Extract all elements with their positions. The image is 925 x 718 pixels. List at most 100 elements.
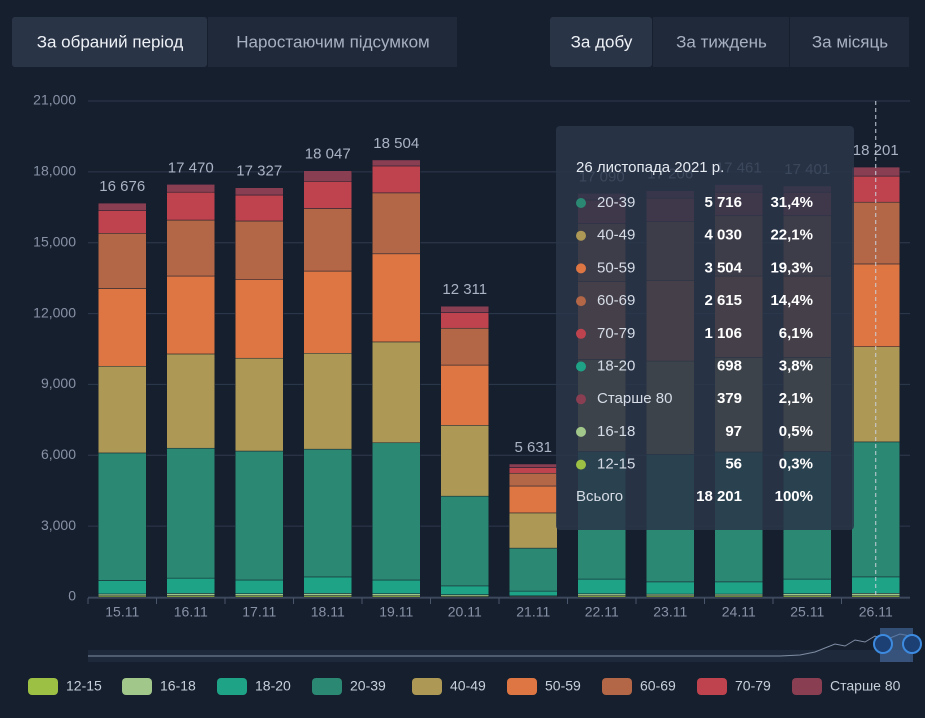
bar-segment	[304, 181, 352, 208]
tooltip-dot	[576, 231, 586, 241]
legend-label[interactable]: 12-15	[66, 678, 102, 694]
x-tick-label: 25.11	[790, 604, 824, 620]
legend-label[interactable]: 40-49	[450, 678, 486, 694]
bar-segment	[509, 468, 557, 474]
bar-segment	[441, 328, 489, 365]
bar-segment	[715, 594, 763, 596]
tooltip-total-value: 18 201	[696, 488, 742, 505]
bar-segment	[167, 276, 215, 354]
x-tick-label: 18.11	[311, 604, 345, 620]
bar-segment	[167, 578, 215, 593]
tooltip-value: 379	[717, 390, 742, 407]
bar-segment	[578, 579, 626, 594]
tab-label: За добу	[571, 32, 633, 51]
x-tick-label: 19.11	[379, 604, 413, 620]
bar-segment	[98, 453, 146, 581]
bar-segment	[509, 513, 557, 548]
tooltip-value: 2 615	[704, 292, 742, 309]
legend-swatch[interactable]	[217, 678, 247, 695]
bar-segment	[98, 580, 146, 593]
tooltip-percent: 0,5%	[779, 423, 813, 440]
legend-swatch[interactable]	[792, 678, 822, 695]
legend-label[interactable]: 60-69	[640, 678, 676, 694]
tooltip-value: 3 504	[704, 259, 742, 276]
tooltip-dot	[576, 460, 586, 470]
bar-segment	[98, 203, 146, 210]
tooltip-dot	[576, 394, 586, 404]
tooltip-total-name: Всього	[576, 488, 623, 505]
x-tick-label: 21.11	[516, 604, 550, 620]
bar-segment	[372, 193, 420, 254]
tooltip-percent: 3,8%	[779, 357, 813, 374]
legend-swatch[interactable]	[602, 678, 632, 695]
tooltip-percent: 19,3%	[770, 259, 813, 276]
y-tick-label: 18,000	[33, 163, 76, 179]
total-label: 16 676	[99, 178, 145, 195]
bar-segment	[235, 358, 283, 451]
bar-segment	[304, 449, 352, 577]
tooltip-value: 698	[717, 357, 742, 374]
tooltip-name: Старше 80	[597, 390, 672, 407]
total-label: 12 311	[442, 281, 487, 298]
legend-label[interactable]: 20-39	[350, 678, 386, 694]
bar-segment	[167, 593, 215, 595]
tooltip-dot	[576, 263, 586, 273]
bar-segment	[167, 354, 215, 448]
scroll-handle[interactable]	[903, 635, 921, 653]
total-label: 17 470	[168, 159, 214, 176]
bar-segment	[235, 580, 283, 594]
x-tick-label: 24.11	[722, 604, 756, 620]
total-label: 5 631	[514, 439, 552, 456]
y-tick-label: 15,000	[33, 233, 76, 249]
legend-label[interactable]: Старше 80	[830, 678, 901, 694]
legend-label[interactable]: 70-79	[735, 678, 771, 694]
tooltip-dot	[576, 329, 586, 339]
total-label: 17 327	[236, 163, 282, 180]
y-tick-label: 21,000	[33, 92, 76, 108]
bar-segment	[98, 233, 146, 288]
bar-segment	[372, 254, 420, 342]
tooltip-value: 97	[725, 423, 742, 440]
tooltip-name: 18-20	[597, 357, 635, 374]
legend-swatch[interactable]	[697, 678, 727, 695]
tooltip-percent: 0,3%	[779, 456, 813, 473]
legend-label[interactable]: 50-59	[545, 678, 581, 694]
y-tick-label: 12,000	[33, 304, 76, 320]
legend-swatch[interactable]	[412, 678, 442, 695]
bar-segment	[98, 210, 146, 233]
tooltip-value: 1 106	[704, 325, 742, 342]
bar-segment	[304, 171, 352, 182]
bar-segment	[235, 188, 283, 195]
legend-swatch[interactable]	[312, 678, 342, 695]
legend-swatch[interactable]	[122, 678, 152, 695]
tooltip-name: 40-49	[597, 227, 635, 244]
bar-segment	[441, 496, 489, 586]
legend-swatch[interactable]	[507, 678, 537, 695]
legend-swatch[interactable]	[28, 678, 58, 695]
legend-label[interactable]: 16-18	[160, 678, 196, 694]
tooltip-dot	[576, 427, 586, 437]
bar-segment	[98, 594, 146, 596]
bar-segment	[235, 221, 283, 279]
bar-segment	[98, 366, 146, 453]
bar-segment	[304, 593, 352, 595]
legend-label[interactable]: 18-20	[255, 678, 291, 694]
tooltip-name: 12-15	[597, 456, 635, 473]
bar-segment	[441, 425, 489, 496]
tooltip-dot	[576, 362, 586, 372]
bar-segment	[235, 195, 283, 221]
x-tick-label: 20.11	[448, 604, 482, 620]
tooltip-title: 26 листопада 2021 р.	[576, 159, 724, 176]
bar-segment	[304, 271, 352, 353]
tab-label: За обраний період	[37, 32, 184, 51]
total-label: 18 047	[305, 146, 351, 163]
bar-segment	[167, 192, 215, 220]
tooltip-value: 5 716	[704, 194, 742, 211]
scroll-handle[interactable]	[874, 635, 892, 653]
bar-segment	[509, 591, 557, 596]
x-tick-label: 15.11	[105, 604, 139, 620]
bar-segment	[509, 464, 557, 468]
bar-segment	[372, 443, 420, 580]
bar-segment	[167, 220, 215, 276]
